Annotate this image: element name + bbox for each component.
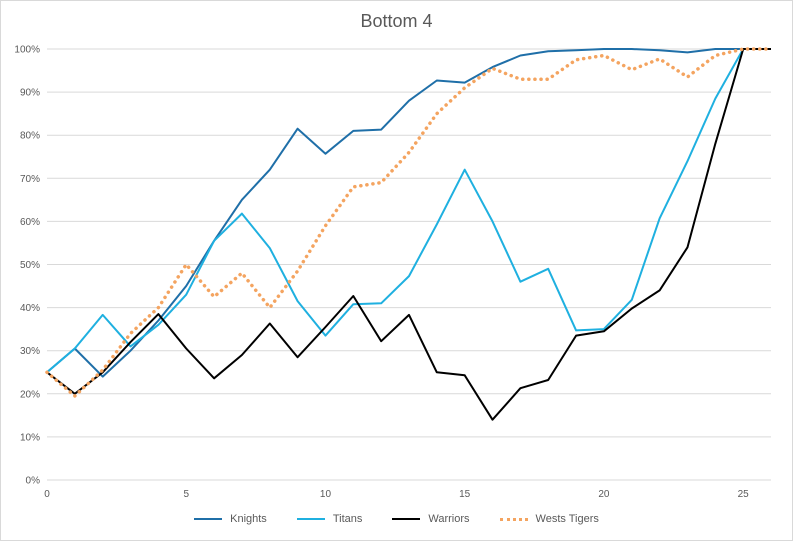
x-tick-label: 0 [44,489,50,500]
y-tick-label: 90% [20,88,40,99]
y-tick-label: 70% [20,174,40,185]
y-tick-label: 0% [26,476,41,487]
y-tick-label: 20% [20,389,40,400]
x-tick-label: 15 [459,489,471,500]
legend-label: Titans [332,513,363,525]
legend-item: Warriors [392,513,470,525]
y-tick-label: 40% [20,303,40,314]
legend-swatch [392,518,421,520]
series-line-knights [46,48,771,378]
legend-label: Knights [230,513,267,525]
y-tick-label: 80% [20,131,40,142]
legend-label: Warriors [428,513,470,525]
y-tick-label: 30% [20,346,40,357]
x-tick-label: 25 [738,489,750,500]
x-tick-label: 10 [320,489,332,500]
legend-label: Wests Tigers [535,513,599,525]
series-line-wests-tigers [45,47,773,398]
legend-item: Wests Tigers [499,513,599,525]
legend-item: Titans [296,513,363,525]
legend-swatch [296,518,325,520]
legend-swatch [194,518,223,520]
series-line-titans [46,48,771,374]
y-tick-label: 10% [20,432,40,443]
chart-title: Bottom 4 [360,11,433,31]
legend-item: Knights [194,513,267,525]
y-tick-label: 100% [14,45,40,56]
y-tick-label: 50% [20,260,40,271]
legend: Knights Titans Warriors Wests Tigers [1,513,792,525]
legend-swatch [499,517,528,521]
x-tick-label: 5 [183,489,189,500]
series-line-warriors [46,48,771,421]
y-tick-label: 60% [20,217,40,228]
x-tick-label: 20 [598,489,610,500]
